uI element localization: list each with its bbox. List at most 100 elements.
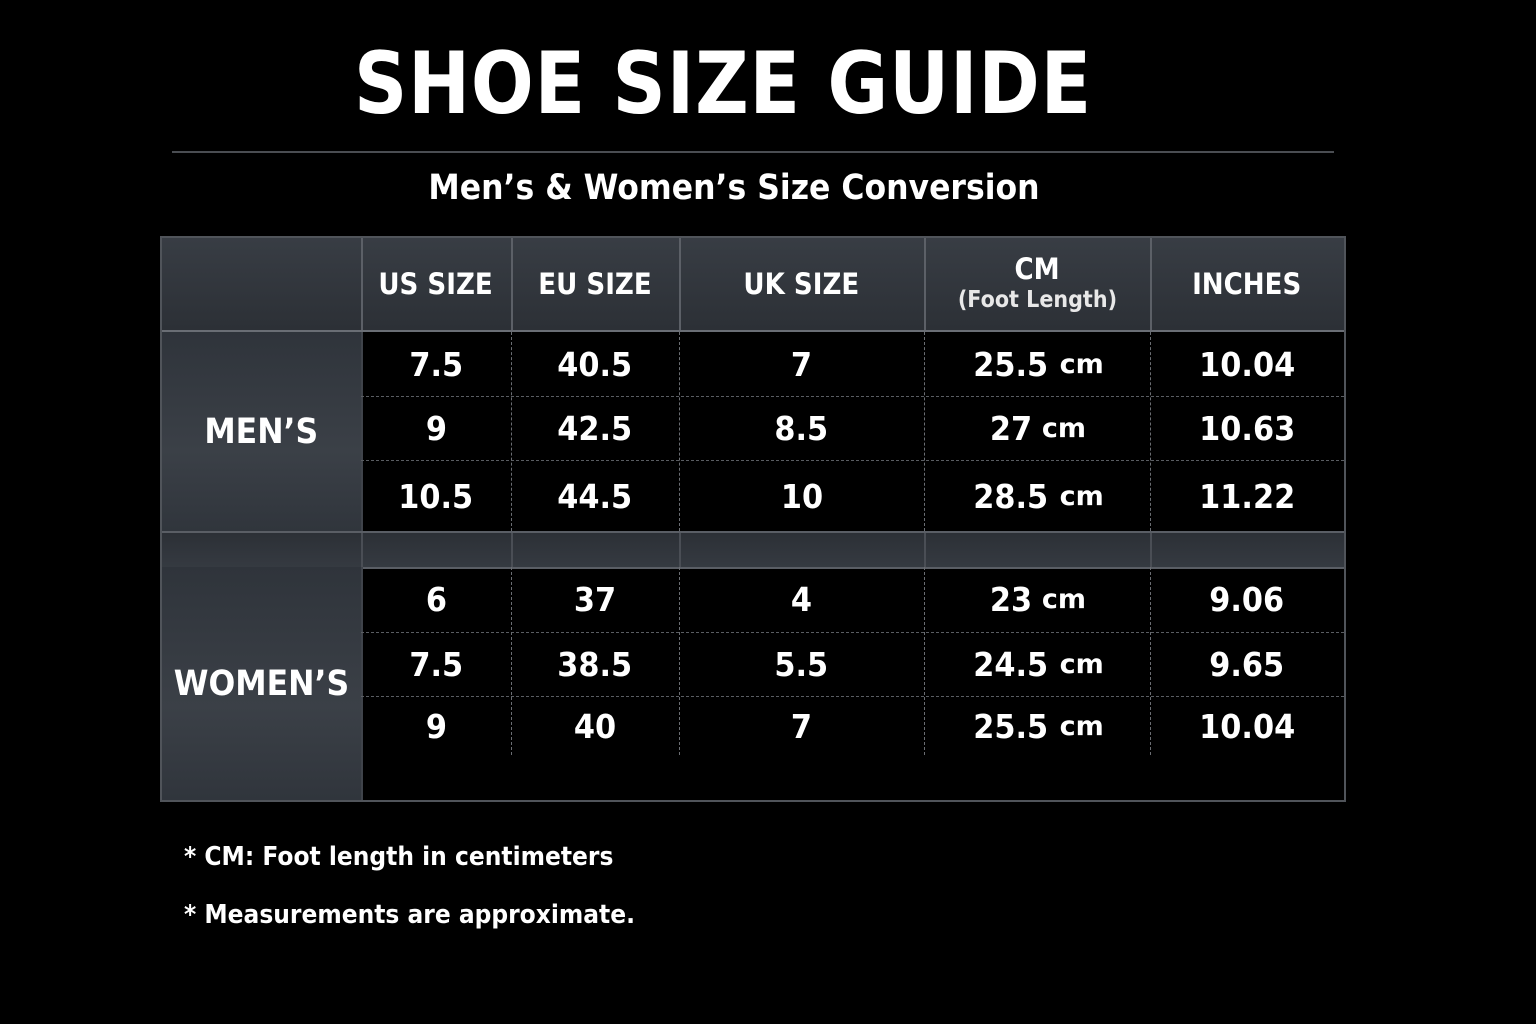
separator-divider	[679, 533, 681, 567]
cell-us-value: 10.5	[398, 476, 474, 516]
cell-eu: 37	[511, 567, 679, 632]
cell-us: 7.5	[361, 633, 511, 696]
header-corner-cell	[162, 238, 361, 330]
cell-cm-unit: cm	[1059, 710, 1104, 742]
table-row: 10.5 44.5 10 28.5 cm 11.22	[361, 461, 1344, 531]
separator-divider	[1150, 533, 1152, 567]
cell-cm-unit: cm	[1041, 584, 1087, 615]
cell-cm-value: 27	[989, 409, 1033, 448]
separator-divider	[511, 533, 513, 567]
womens-label-text: WOMEN’S	[173, 663, 350, 704]
table-row: 7.5 40.5 7 25.5 cm 10.04	[361, 332, 1344, 397]
cell-eu: 38.5	[511, 633, 679, 696]
header-divider	[924, 238, 926, 330]
cell-us: 10.5	[361, 461, 511, 531]
cell-uk-value: 8.5	[774, 409, 829, 448]
cell-cm-value: 25.5	[973, 344, 1049, 384]
column-divider	[511, 332, 512, 531]
cell-inches: 9.06	[1150, 567, 1344, 632]
cell-cm-unit: cm	[1059, 480, 1104, 512]
cell-us: 6	[361, 567, 511, 632]
column-divider	[679, 567, 680, 755]
cell-inches-value: 10.04	[1198, 706, 1296, 746]
cell-cm: 25.5 cm	[924, 332, 1150, 396]
column-divider	[511, 567, 512, 755]
header-divider	[1150, 238, 1152, 330]
column-divider	[1150, 332, 1151, 531]
cell-us-value: 7.5	[409, 344, 463, 384]
mens-group-label: MEN’S	[162, 332, 363, 531]
cell-uk: 5.5	[679, 633, 924, 696]
table-header-row: US SIZE EU SIZE UK SIZE CM (Foot Length)…	[162, 238, 1344, 332]
separator-divider	[924, 533, 926, 567]
cell-cm: 25.5 cm	[924, 697, 1150, 755]
cell-us-value: 9	[425, 706, 447, 746]
cell-uk-value: 5.5	[774, 645, 829, 684]
separator-divider	[361, 533, 363, 567]
header-divider	[679, 238, 681, 330]
cell-uk-value: 7	[790, 706, 813, 746]
cell-eu-value: 38.5	[557, 645, 633, 684]
cell-cm-value: 25.5	[973, 706, 1049, 746]
cell-eu: 44.5	[511, 461, 679, 531]
cell-cm-value: 24.5	[973, 645, 1049, 684]
header-us-size: US SIZE	[361, 238, 511, 330]
header-cm-label: CM	[1014, 252, 1060, 286]
cell-eu-value: 40.5	[557, 344, 633, 384]
page-subtitle: Men’s & Women’s Size Conversion	[428, 168, 1040, 208]
cell-inches: 11.22	[1150, 461, 1344, 531]
mens-label-text: MEN’S	[204, 411, 319, 452]
header-cm: CM (Foot Length)	[924, 238, 1150, 330]
cell-cm: 27 cm	[924, 397, 1150, 460]
header-inches-label: INCHES	[1192, 267, 1302, 301]
cell-cm: 28.5 cm	[924, 461, 1150, 531]
cell-cm-unit: cm	[1059, 348, 1104, 380]
cell-inches-value: 10.63	[1198, 409, 1296, 448]
cell-inches: 10.63	[1150, 397, 1344, 460]
cell-inches-value: 9.06	[1209, 580, 1285, 619]
cell-eu-value: 42.5	[557, 409, 633, 448]
table-row: 7.5 38.5 5.5 24.5 cm 9.65	[361, 633, 1344, 697]
header-cm-sublabel: (Foot Length)	[957, 287, 1117, 313]
cell-cm: 24.5 cm	[924, 633, 1150, 696]
cell-us-value: 9	[425, 409, 447, 448]
cell-us: 7.5	[361, 332, 511, 396]
cell-uk-value: 4	[790, 580, 813, 619]
cell-eu: 40	[511, 697, 679, 755]
column-divider	[1150, 567, 1151, 755]
cell-eu-value: 37	[573, 580, 617, 619]
size-conversion-table: US SIZE EU SIZE UK SIZE CM (Foot Length)…	[160, 236, 1346, 802]
cell-cm-value: 28.5	[973, 476, 1049, 516]
header-divider	[511, 238, 513, 330]
cell-eu: 42.5	[511, 397, 679, 460]
header-divider	[361, 238, 363, 330]
cell-uk-value: 10	[780, 476, 823, 516]
cell-eu-value: 44.5	[557, 476, 633, 516]
cell-uk: 7	[679, 332, 924, 396]
cell-uk: 8.5	[679, 397, 924, 460]
header-eu-label: EU SIZE	[538, 267, 652, 301]
column-divider	[924, 567, 925, 755]
cell-eu: 40.5	[511, 332, 679, 396]
table-row: 9 40 7 25.5 cm 10.04	[361, 697, 1344, 755]
page-title: SHOE SIZE GUIDE	[353, 34, 1093, 134]
header-uk-size: UK SIZE	[679, 238, 924, 330]
footnote-cm: * CM: Foot length in centimeters	[184, 842, 614, 872]
cell-cm-unit: cm	[1059, 649, 1104, 680]
cell-cm-value: 23	[989, 580, 1033, 619]
header-uk-label: UK SIZE	[743, 267, 860, 301]
cell-us: 9	[361, 697, 511, 755]
womens-group-label: WOMEN’S	[162, 567, 363, 800]
cell-us-value: 7.5	[409, 645, 463, 684]
footnote-approximate: * Measurements are approximate.	[184, 900, 635, 930]
group-separator-row	[162, 531, 1344, 569]
cell-inches: 9.65	[1150, 633, 1344, 696]
column-divider	[924, 332, 925, 531]
cell-eu-value: 40	[573, 706, 617, 746]
cell-uk: 4	[679, 567, 924, 632]
header-eu-size: EU SIZE	[511, 238, 679, 330]
cell-inches: 10.04	[1150, 332, 1344, 396]
table-row: 6 37 4 23 cm 9.06	[361, 567, 1344, 633]
column-divider	[679, 332, 680, 531]
cell-us: 9	[361, 397, 511, 460]
